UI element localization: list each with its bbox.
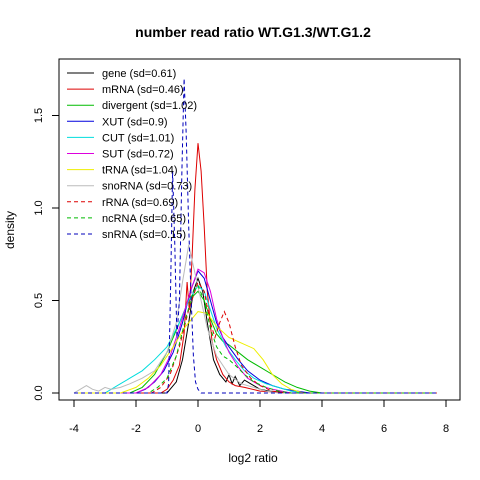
- y-tick-label: 1.0: [33, 200, 45, 215]
- x-tick-label: 0: [195, 423, 201, 435]
- x-tick-label: 6: [381, 423, 387, 435]
- legend: gene (sd=0.61) mRNA (sd=0.46) divergent (s…: [67, 68, 197, 241]
- x-tick-label: -4: [69, 423, 79, 435]
- legend-entry-label: rRNA (sd=0.69): [102, 197, 178, 209]
- series-line-6: [74, 311, 437, 394]
- series-line-8: [74, 280, 437, 394]
- x-tick-label: 4: [319, 423, 325, 435]
- series-line-0: [74, 276, 437, 394]
- series-line-7: [73, 244, 437, 394]
- series-line-3: [74, 269, 437, 394]
- legend-entry-label: mRNA (sd=0.46): [102, 84, 184, 96]
- legend-entry-label: gene (sd=0.61): [102, 68, 176, 80]
- y-tick-label: 0.5: [33, 293, 45, 308]
- legend-entry-label: tRNA (sd=1.04): [102, 165, 178, 177]
- series-line-10: [74, 78, 437, 394]
- series-line-1: [74, 143, 437, 394]
- series-line-4: [74, 284, 437, 394]
- y-axis-label: density: [3, 211, 17, 249]
- x-axis: -4 -2 0 2 4 6 8: [69, 399, 449, 435]
- chart-title: number read ratio WT.G1.3/WT.G1.2: [135, 24, 371, 40]
- series-line-5: [74, 268, 437, 394]
- x-tick-label: 2: [257, 423, 263, 435]
- x-tick-label: 8: [443, 423, 449, 435]
- series-line-9: [74, 284, 437, 394]
- legend-entry-label: snRNA (sd=0.15): [102, 229, 186, 241]
- x-axis-label: log2 ratio: [228, 451, 278, 465]
- y-axis: 0.0 0.5 1.0 1.5: [33, 108, 60, 401]
- series-layer: [73, 78, 437, 394]
- legend-entry-label: CUT (sd=1.01): [102, 132, 174, 144]
- legend-entry-label: ncRNA (sd=0.65): [102, 213, 186, 225]
- legend-entry-label: SUT (sd=0.72): [102, 149, 174, 161]
- x-tick-label: -2: [131, 423, 141, 435]
- legend-entry-label: XUT (sd=0.9): [102, 116, 168, 128]
- y-tick-label: 0.0: [33, 385, 45, 400]
- legend-entry-label: snoRNA (sd=0.73): [102, 181, 192, 193]
- series-line-2: [74, 290, 437, 394]
- y-tick-label: 1.5: [33, 108, 45, 123]
- legend-entry-label: divergent (sd=1.02): [102, 100, 197, 112]
